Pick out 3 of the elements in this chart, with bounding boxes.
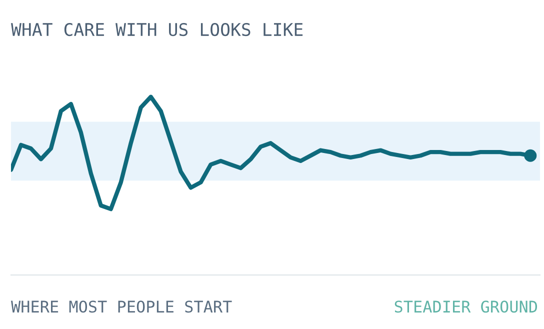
text: STEADIER GROUND (394, 300, 538, 313)
chart-title: WHAT CARE WITH US LOOKS LIKE (11, 22, 303, 36)
text: WHERE MOST PEOPLE START (11, 300, 232, 313)
